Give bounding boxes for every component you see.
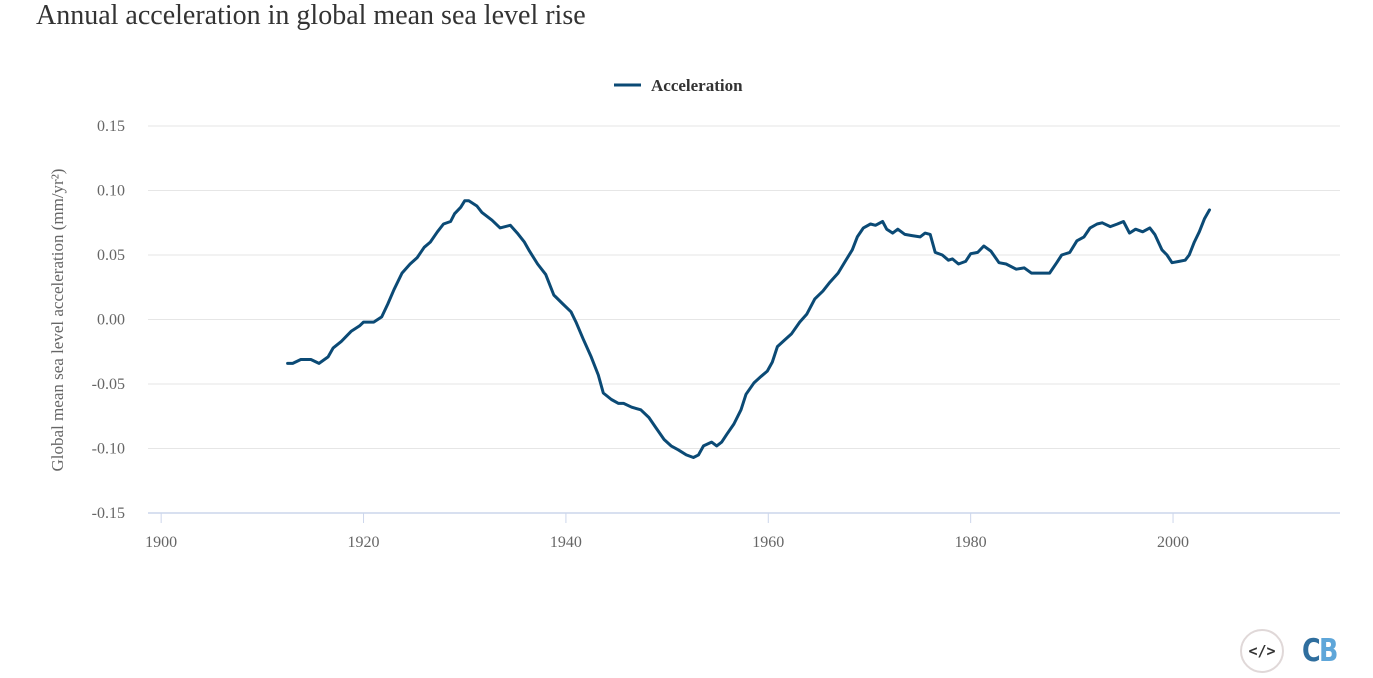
x-tick-label: 1900 <box>145 534 177 551</box>
y-axis-ticks: 0.15 0.10 0.05 0.00 -0.05 -0.10 -0.15 <box>92 118 125 522</box>
x-tick-label: 1940 <box>550 534 582 551</box>
chart-title: Annual acceleration in global mean sea l… <box>36 0 586 31</box>
logo-letter-c: C <box>1302 633 1321 669</box>
x-axis: 1900 1920 1940 1960 1980 2000 <box>145 512 1340 551</box>
x-tick-label: 2000 <box>1157 534 1189 551</box>
x-tick-label: 1980 <box>955 534 987 551</box>
carbon-brief-logo: CB <box>1302 631 1338 671</box>
y-tick-label: 0.10 <box>97 183 125 200</box>
y-tick-label: -0.05 <box>92 376 125 393</box>
code-embed-icon[interactable]: </> <box>1240 629 1284 673</box>
x-tick-label: 1920 <box>348 534 380 551</box>
logo-letter-b: B <box>1319 633 1338 669</box>
y-tick-label: -0.15 <box>92 505 125 522</box>
legend-label-acceleration[interactable]: Acceleration <box>651 76 743 95</box>
x-tick-label: 1960 <box>752 534 784 551</box>
embed-button-label: </> <box>1248 642 1276 660</box>
y-axis-title: Global mean sea level acceleration (mm/y… <box>48 169 67 472</box>
legend[interactable]: Acceleration <box>614 76 743 95</box>
y-tick-label: -0.10 <box>92 441 125 458</box>
y-tick-label: 0.15 <box>97 118 125 135</box>
series-line-acceleration[interactable] <box>286 199 1211 459</box>
gridlines <box>148 125 1340 449</box>
y-tick-label: 0.00 <box>97 312 125 329</box>
series-group <box>286 199 1211 459</box>
y-tick-label: 0.05 <box>97 247 125 264</box>
logo-area: </> CB <box>1240 629 1360 673</box>
